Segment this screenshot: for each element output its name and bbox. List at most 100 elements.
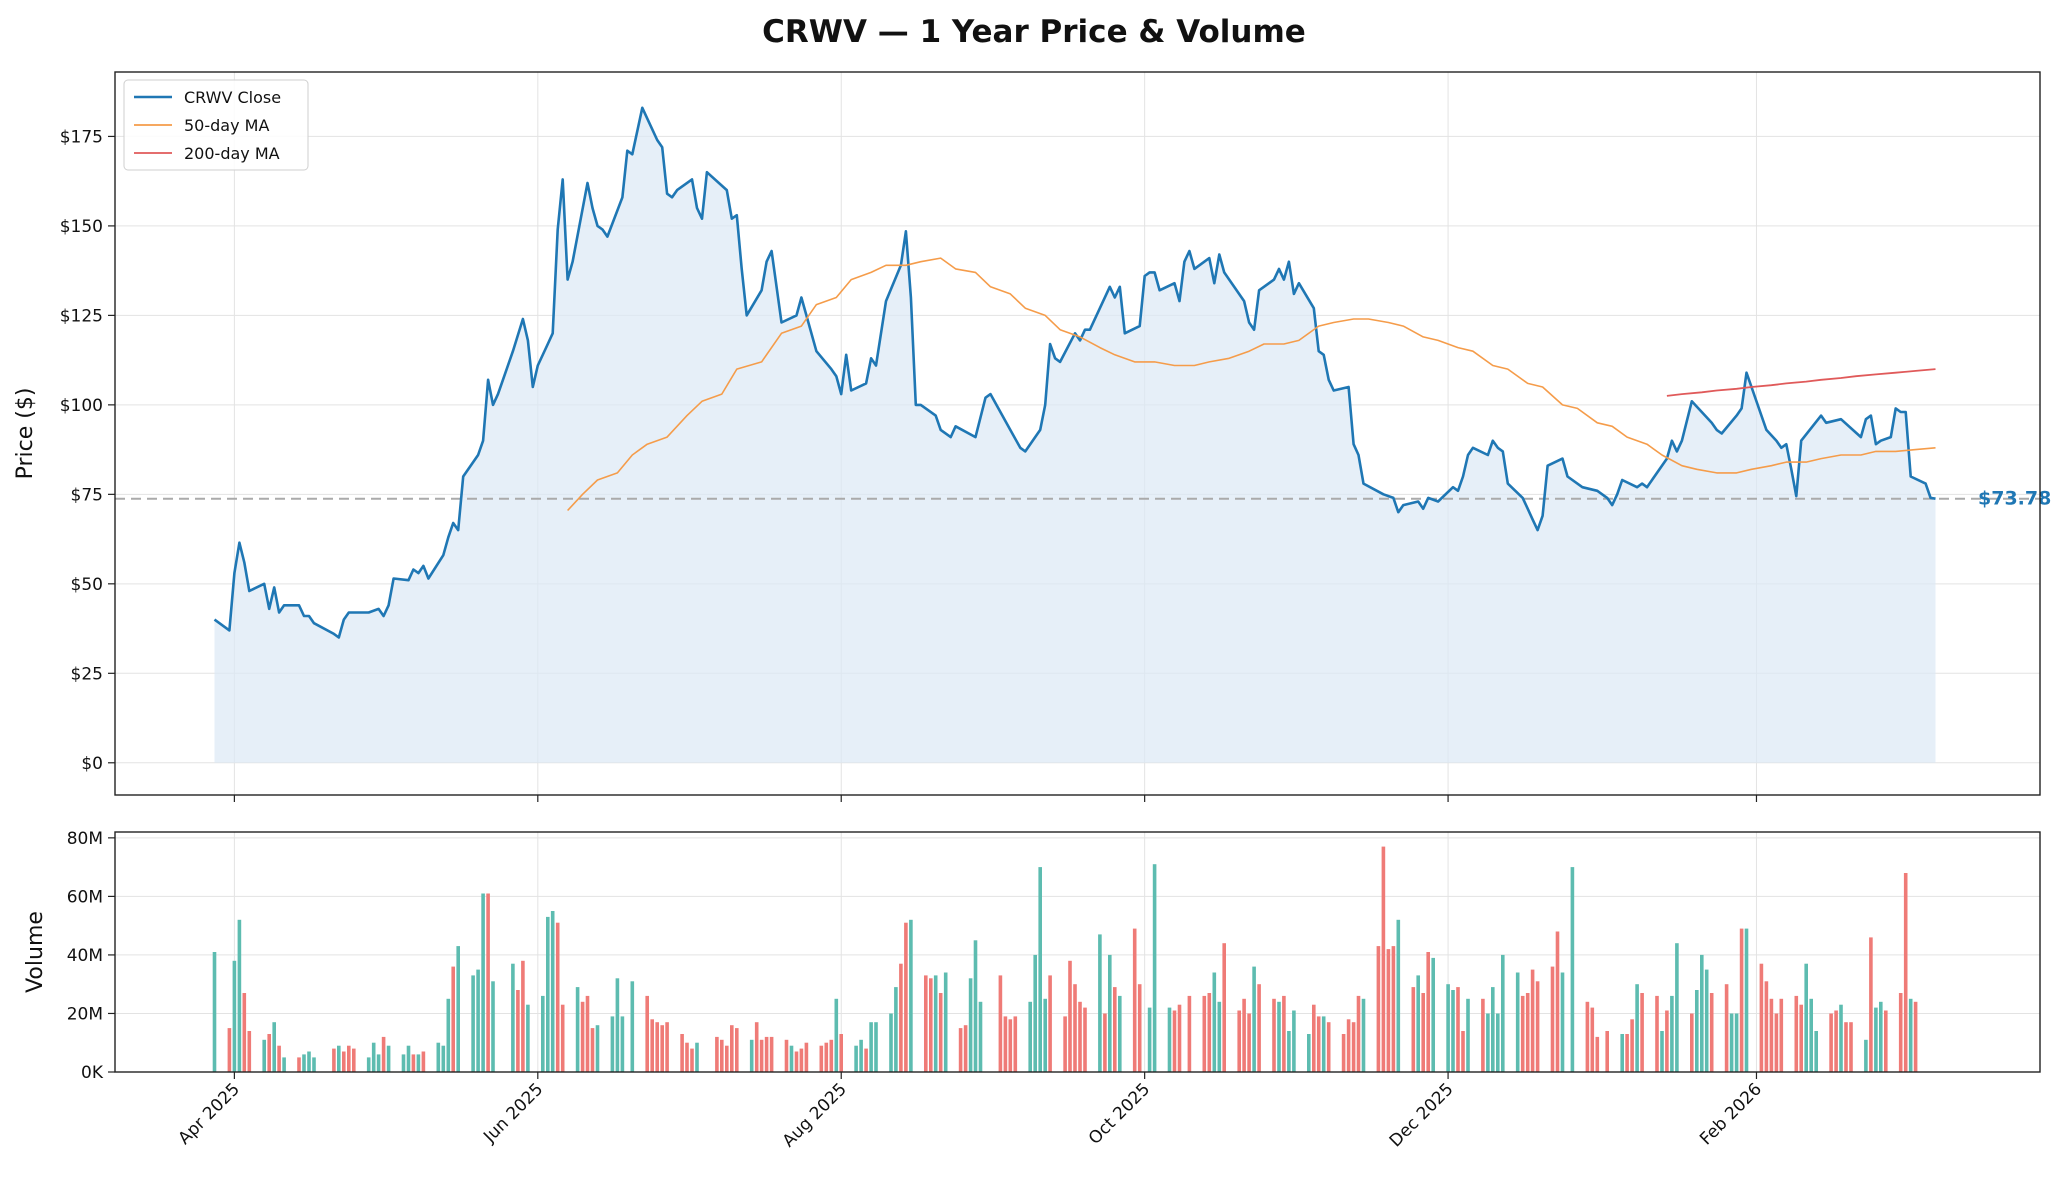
volume-bar	[933, 975, 938, 1072]
volume-bar	[1799, 1004, 1803, 1072]
volume-bar	[715, 1036, 719, 1072]
volume-bar	[1834, 1010, 1838, 1072]
volume-bar	[1073, 984, 1077, 1072]
volume-bar	[1341, 1034, 1346, 1072]
volume-bar	[610, 1016, 615, 1072]
volume-bar	[1113, 987, 1117, 1072]
volume-bar	[366, 1057, 371, 1072]
volume-bar	[1555, 931, 1560, 1072]
volume-bar	[829, 1039, 834, 1072]
volume-bar	[1391, 946, 1396, 1072]
volume-bar	[1839, 1004, 1843, 1072]
volume-bar	[924, 975, 928, 1072]
volume-bar	[337, 1045, 341, 1072]
volume-bar	[690, 1048, 694, 1072]
volume-bar	[386, 1045, 391, 1072]
volume-bar	[411, 1054, 416, 1072]
volume-bar	[1605, 1031, 1609, 1072]
volume-bar	[1724, 984, 1729, 1072]
volume-bar	[1312, 1004, 1316, 1072]
volume-bar	[1118, 995, 1122, 1072]
volume-bar	[1829, 1013, 1833, 1072]
volume-bar	[834, 998, 839, 1072]
volume-bar	[1466, 998, 1470, 1072]
volume-bar	[381, 1036, 386, 1072]
volume-bar	[1620, 1034, 1624, 1072]
volume-bar	[735, 1028, 739, 1072]
volume-bar	[416, 1054, 421, 1072]
price-x-ticks	[233, 795, 1758, 802]
volume-bar	[1844, 1022, 1848, 1072]
price-series-group	[213, 106, 1936, 639]
volume-bar	[486, 893, 490, 1072]
volume-bar	[1585, 1001, 1590, 1072]
volume-bar	[555, 922, 560, 1072]
volume-bar	[1068, 960, 1072, 1072]
volume-bar	[312, 1057, 316, 1072]
volume-bar	[1675, 943, 1679, 1072]
volume-bar	[376, 1054, 381, 1072]
volume-bar	[1734, 1013, 1739, 1072]
volume-bar	[1272, 998, 1276, 1072]
volume-bar	[1351, 1022, 1356, 1072]
volume-bar	[1346, 1019, 1351, 1072]
volume-bar	[1729, 1013, 1734, 1072]
volume-bar	[894, 987, 898, 1072]
volume-bars	[212, 846, 1918, 1072]
volume-bar	[1321, 1016, 1326, 1072]
price-panel: $73.78 $0 $25 $50 $75 $100 $125 $150 $175 Price…	[13, 71, 2051, 802]
volume-bar	[1670, 995, 1674, 1072]
volume-bar	[1222, 943, 1226, 1072]
volume-bar	[769, 1036, 774, 1072]
volume-bar	[1033, 954, 1037, 1072]
volume-bar	[1167, 1007, 1172, 1072]
volume-bar	[725, 1045, 729, 1072]
volume-bar	[824, 1042, 829, 1072]
volume-bar	[1013, 1016, 1018, 1072]
volume-bar	[854, 1045, 858, 1072]
volume-bar	[232, 960, 237, 1072]
volume-bar	[1530, 969, 1535, 1072]
volume-y-tick-label: 20M	[67, 1004, 103, 1024]
volume-bar	[799, 1048, 804, 1072]
volume-bar	[958, 1028, 963, 1072]
volume-bar	[1137, 984, 1142, 1072]
price-y-axis-label: Price ($)	[13, 388, 38, 480]
volume-bar	[1535, 981, 1540, 1072]
volume-bar	[1257, 984, 1261, 1072]
volume-bar	[590, 1028, 595, 1072]
volume-bar	[1411, 987, 1416, 1072]
volume-bar	[650, 1019, 654, 1072]
price-y-tick-label: $150	[60, 217, 103, 237]
volume-bar	[1287, 1031, 1291, 1072]
volume-bar	[665, 1022, 669, 1072]
volume-bar	[511, 963, 515, 1072]
volume-bar	[297, 1057, 301, 1072]
legend-box	[123, 79, 309, 171]
volume-bar	[247, 1031, 252, 1072]
volume-bar	[804, 1042, 809, 1072]
volume-bar	[1655, 995, 1659, 1072]
volume-bar	[282, 1057, 286, 1072]
volume-bar	[1814, 1031, 1818, 1072]
volume-bar	[720, 1039, 724, 1072]
volume-bar	[1759, 963, 1764, 1072]
volume-bar	[1908, 998, 1913, 1072]
volume-bar	[401, 1054, 406, 1072]
volume-bar	[655, 1022, 659, 1072]
volume-bar	[1520, 995, 1525, 1072]
volume-bar	[904, 922, 908, 1072]
volume-bar	[909, 919, 913, 1072]
volume-y-tick-label: 60M	[67, 887, 103, 907]
volume-axes-frame	[114, 831, 2041, 1073]
volume-bar	[560, 1004, 565, 1072]
volume-bar	[1709, 993, 1714, 1072]
volume-bar	[764, 1036, 769, 1072]
volume-bar	[1316, 1016, 1321, 1072]
volume-bar	[307, 1051, 311, 1072]
price-y-tick-label: $50	[71, 575, 103, 595]
legend-label-ma50: 50-day MA	[184, 116, 269, 135]
volume-bar	[1550, 966, 1555, 1072]
volume-bar	[212, 952, 217, 1072]
volume-bar	[1481, 998, 1485, 1072]
